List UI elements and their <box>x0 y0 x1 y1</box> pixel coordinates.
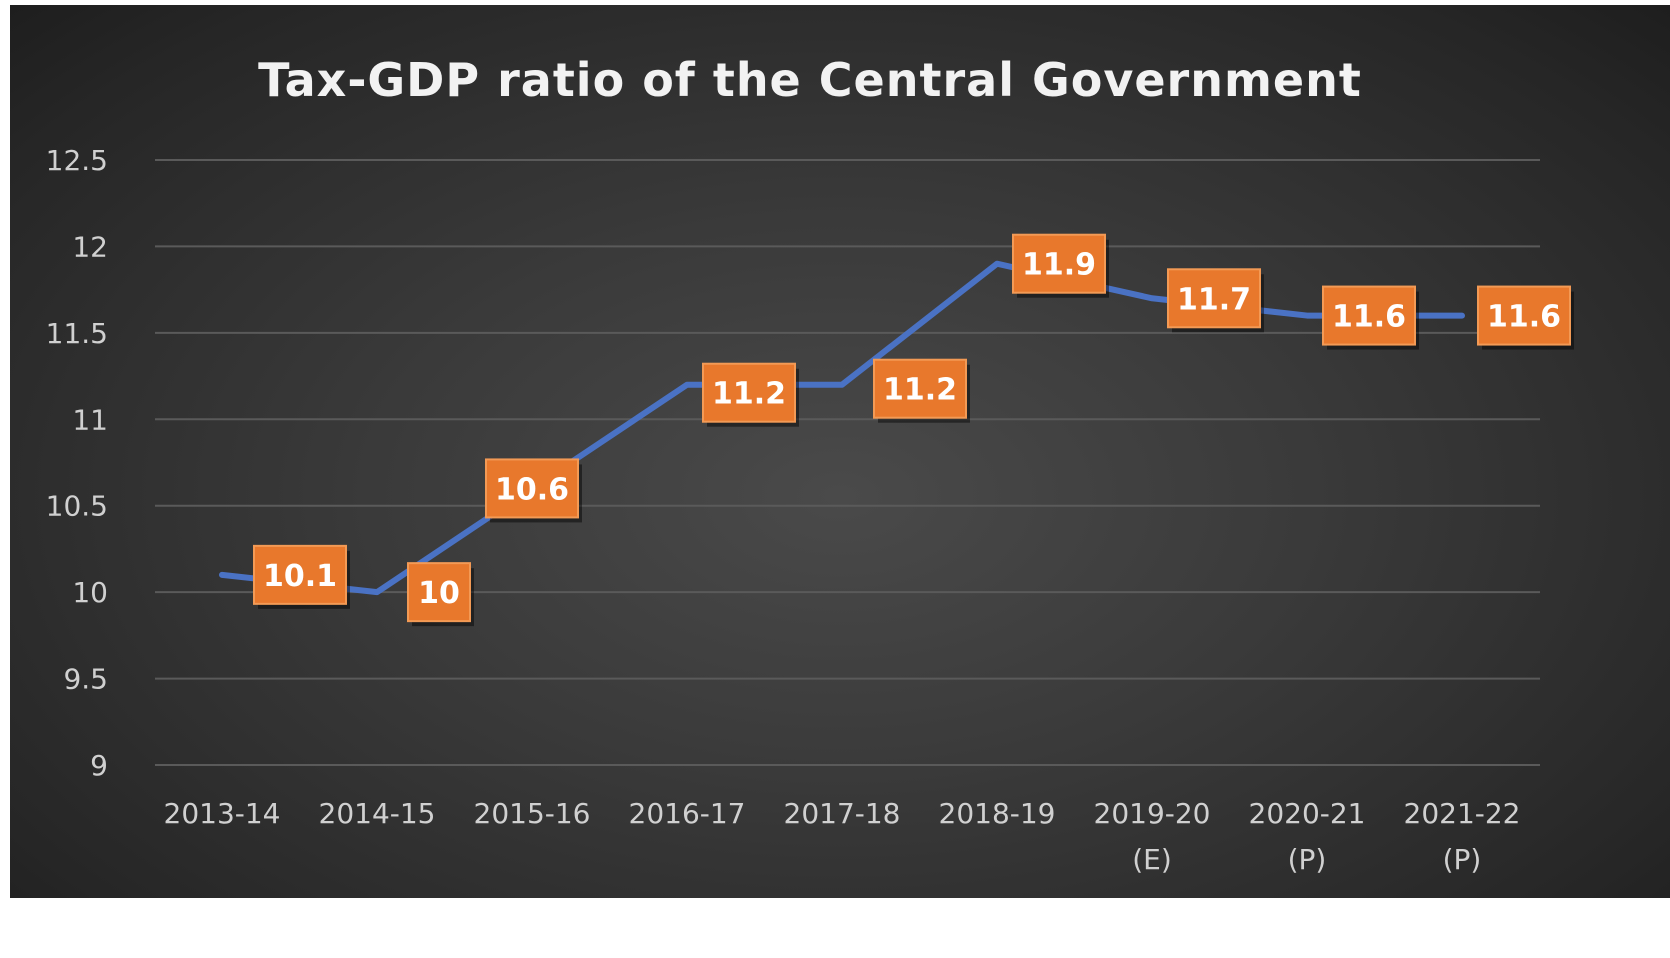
data-label: 10 <box>407 562 474 627</box>
data-label: 11.2 <box>873 358 970 423</box>
data-label-box <box>702 362 796 423</box>
data-label-text: 10.6 <box>495 472 569 507</box>
data-label-box <box>485 458 579 519</box>
data-label-text: 11.6 <box>1487 300 1561 335</box>
data-label: 11.2 <box>702 362 799 427</box>
y-axis-ticks: 9 9.5 10 10.5 11 11.5 12 12.5 <box>46 144 108 782</box>
y-tick-label: 12.5 <box>46 144 108 177</box>
y-tick-label: 10 <box>72 576 108 609</box>
data-label: 11.9 <box>1012 233 1109 298</box>
data-label-box <box>407 562 471 623</box>
x-tick-label: 2015-16 <box>474 797 591 830</box>
data-label-text: 11.9 <box>1022 248 1096 283</box>
x-tick-label: 2019-20 (E) <box>1094 797 1211 876</box>
x-axis-ticks: 2013-14 2014-15 2015-16 2016-17 2017-18 2018-… <box>164 797 1521 876</box>
chart-panel: Tax-GDP ratio of the Central Government … <box>10 5 1670 898</box>
x-tick-label: 2020-21 (P) <box>1249 797 1366 876</box>
data-label: 10.6 <box>485 458 582 523</box>
x-tick-label: 2013-14 <box>164 797 281 830</box>
data-label-text: 10.1 <box>263 559 337 594</box>
data-label-text: 11.7 <box>1177 282 1251 317</box>
data-label-text: 10 <box>418 576 460 611</box>
data-label-box <box>1012 233 1106 294</box>
data-label-box <box>1477 285 1571 346</box>
series-line <box>219 260 1465 596</box>
data-label-box <box>1167 268 1261 329</box>
x-tick-label: 2014-15 <box>319 797 436 830</box>
data-label: 11.6 <box>1322 285 1419 350</box>
data-label: 10.1 <box>253 544 350 609</box>
data-label: 11.6 <box>1477 285 1574 350</box>
data-label-box <box>1322 285 1416 346</box>
x-tick-label: 2018-19 <box>939 797 1056 830</box>
y-tick-label: 10.5 <box>46 490 108 523</box>
y-tick-label: 9 <box>90 749 108 782</box>
y-tick-label: 11 <box>72 403 108 436</box>
chart-title: Tax-GDP ratio of the Central Government <box>258 53 1362 107</box>
data-label-text: 11.2 <box>712 377 786 412</box>
x-tick-label: 2017-18 <box>784 797 901 830</box>
data-labels: 10.1 10 10.6 11.2 11.2 11.9 11.7 11.6 11.6 <box>253 233 1574 627</box>
series-line-group <box>219 260 1465 596</box>
data-label: 11.7 <box>1167 268 1264 333</box>
data-label-text: 11.2 <box>883 373 957 408</box>
gridlines <box>155 159 1540 766</box>
data-label-text: 11.6 <box>1332 300 1406 335</box>
x-tick-label: 2021-22 (P) <box>1404 797 1521 876</box>
x-tick-label: 2016-17 <box>629 797 746 830</box>
y-tick-label: 11.5 <box>46 317 108 350</box>
data-label-box <box>873 358 967 419</box>
y-tick-label: 12 <box>72 230 108 263</box>
data-label-box <box>253 544 347 605</box>
y-tick-label: 9.5 <box>63 663 108 696</box>
